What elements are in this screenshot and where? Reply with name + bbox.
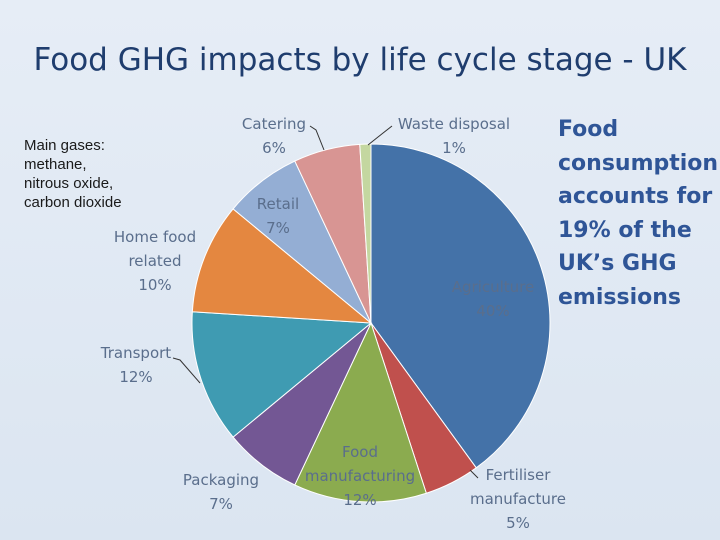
slice-label-food-manufacturing: Food manufacturing 12% xyxy=(305,443,415,509)
pie-slice-agriculture xyxy=(370,143,551,469)
slice-labels: Agriculture 40% Fertiliser manufacture 5% Foo… xyxy=(100,115,566,532)
gases-note: Main gases: methane, nitrous oxide, carb… xyxy=(24,137,122,211)
leader-line xyxy=(469,469,479,479)
leader-line xyxy=(309,125,325,151)
leader-line xyxy=(172,357,201,384)
slide-title: Food GHG impacts by life cycle stage - U… xyxy=(33,42,687,78)
pie-slices xyxy=(191,143,551,503)
slice-label-home-food-related: Home food related 10% xyxy=(114,228,196,294)
slice-label-waste-disposal: Waste disposal 1% xyxy=(398,115,510,157)
pie-slice-food-manufacturing xyxy=(294,321,427,503)
slice-label-transport: Transport 12% xyxy=(100,344,172,386)
pie-slice-transport xyxy=(191,311,373,438)
pie-slice-home-food-related xyxy=(191,208,373,324)
slice-label-retail: Retail 7% xyxy=(257,195,299,237)
slice-label-agriculture: Agriculture 40% xyxy=(452,278,535,320)
consumption-callout: Food consumption accounts for 19% of the… xyxy=(558,117,719,310)
leader-lines xyxy=(172,125,479,479)
slice-label-catering: Catering 6% xyxy=(242,115,306,157)
pie-slice-waste-disposal xyxy=(359,143,372,324)
slice-label-packaging: Packaging 7% xyxy=(183,471,259,513)
leader-line xyxy=(367,125,393,146)
slice-label-fertiliser-manufacture: Fertiliser manufacture 5% xyxy=(470,466,566,532)
